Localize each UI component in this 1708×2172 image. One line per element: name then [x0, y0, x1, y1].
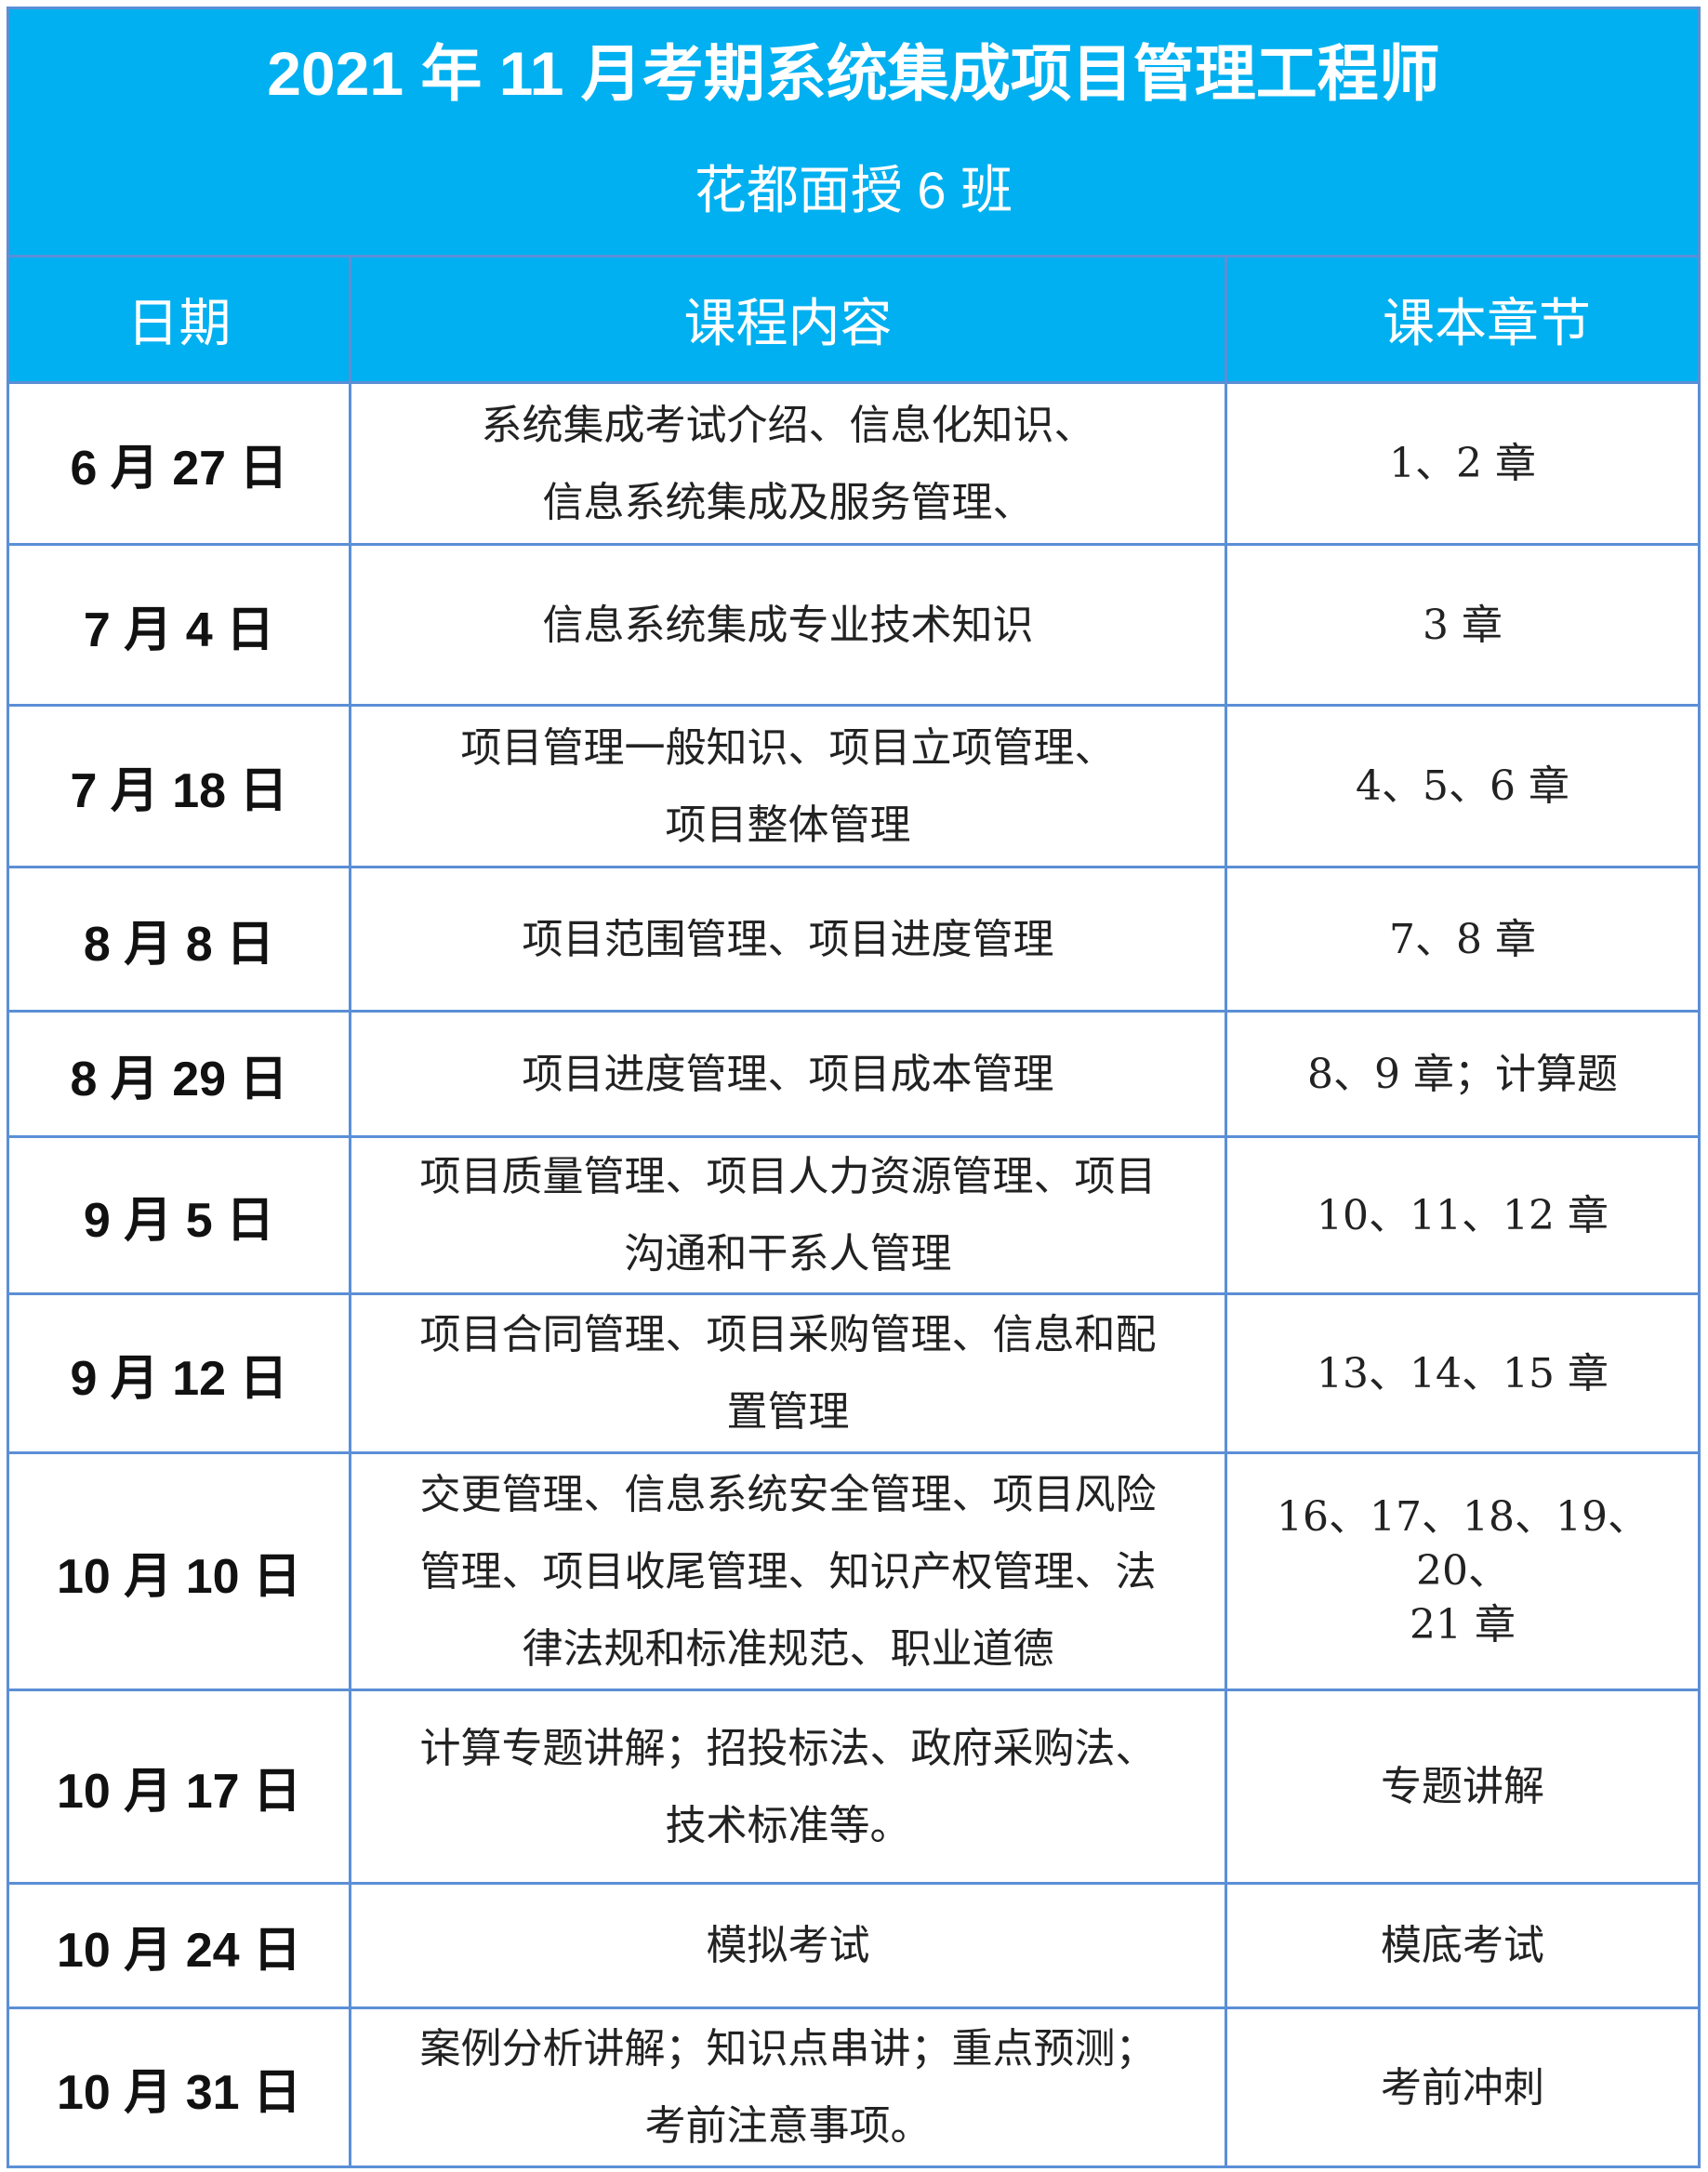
chapters-cell: 10、11、12 章: [1224, 1135, 1701, 1295]
date-cell: 10 月 10 日: [7, 1451, 351, 1691]
header-row: 日期 课程内容 课本章节: [7, 255, 1701, 384]
chapters-cell: 3 章: [1224, 543, 1701, 707]
table-row: 7 月 18 日项目管理一般知识、项目立项管理、 项目整体管理 4、5、6 章: [7, 704, 1701, 868]
schedule-table: 2021 年 11 月考期系统集成项目管理工程师 花都面授 6 班 日期 课程内…: [6, 7, 1701, 2168]
chapters-cell: 专题讲解: [1224, 1689, 1701, 1885]
page-title: 2021 年 11 月考期系统集成项目管理工程师: [267, 39, 1440, 108]
content-cell: 项目管理一般知识、项目立项管理、 项目整体管理: [349, 704, 1227, 868]
date-cell: 9 月 12 日: [7, 1292, 351, 1454]
date-cell: 8 月 8 日: [7, 866, 351, 1013]
chapters-cell: 13、14、15 章: [1224, 1292, 1701, 1454]
date-cell: 7 月 18 日: [7, 704, 351, 868]
table-row: 10 月 10 日交更管理、信息系统安全管理、项目风险 管理、项目收尾管理、知识…: [7, 1451, 1701, 1691]
date-cell: 6 月 27 日: [7, 381, 351, 546]
content-cell: 计算专题讲解；招投标法、政府采购法、 技术标准等。: [349, 1689, 1227, 1885]
table-row: 10 月 17 日计算专题讲解；招投标法、政府采购法、 技术标准等。 专题讲解: [7, 1689, 1701, 1885]
date-cell: 10 月 17 日: [7, 1689, 351, 1885]
content-cell: 模拟考试: [349, 1882, 1227, 2009]
chapters-cell: 8、9 章；计算题: [1224, 1010, 1701, 1138]
content-cell: 案例分析讲解；知识点串讲；重点预测； 考前注意事项。: [349, 2006, 1227, 2168]
page-subtitle: 花都面授 6 班: [694, 161, 1013, 219]
table-row: 10 月 24 日模拟考试 模底考试: [7, 1882, 1701, 2009]
table-row: 9 月 12 日项目合同管理、项目采购管理、信息和配 置管理 13、14、15 章: [7, 1292, 1701, 1454]
chapters-cell: 考前冲刺: [1224, 2006, 1701, 2168]
content-cell: 项目合同管理、项目采购管理、信息和配 置管理: [349, 1292, 1227, 1454]
chapters-cell: 1、2 章: [1224, 381, 1701, 546]
table-row: 10 月 31 日案例分析讲解；知识点串讲；重点预测； 考前注意事项。 考前冲刺: [7, 2006, 1701, 2168]
table-row: 6 月 27 日系统集成考试介绍、信息化知识、 信息系统集成及服务管理、 1、2 …: [7, 381, 1701, 546]
content-cell: 系统集成考试介绍、信息化知识、 信息系统集成及服务管理、: [349, 381, 1227, 546]
content-cell: 项目质量管理、项目人力资源管理、项目 沟通和干系人管理: [349, 1135, 1227, 1295]
content-cell: 项目进度管理、项目成本管理: [349, 1010, 1227, 1138]
date-cell: 7 月 4 日: [7, 543, 351, 707]
column-header-date: 日期: [7, 255, 351, 384]
date-cell: 8 月 29 日: [7, 1010, 351, 1138]
content-cell: 信息系统集成专业技术知识: [349, 543, 1227, 707]
table-row: 7 月 4 日信息系统集成专业技术知识 3 章: [7, 543, 1701, 707]
table-row: 8 月 8 日项目范围管理、项目进度管理 7、8 章: [7, 866, 1701, 1013]
table-row: 9 月 5 日项目质量管理、项目人力资源管理、项目 沟通和干系人管理 10、11、…: [7, 1135, 1701, 1295]
column-header-content: 课程内容: [349, 255, 1227, 384]
chapters-cell: 4、5、6 章: [1224, 704, 1701, 868]
table-row: 8 月 29 日项目进度管理、项目成本管理 8、9 章；计算题: [7, 1010, 1701, 1138]
column-header-chapters: 课本章节: [1224, 255, 1701, 384]
title-cell: 2021 年 11 月考期系统集成项目管理工程师 花都面授 6 班: [6, 7, 1701, 258]
date-cell: 10 月 24 日: [7, 1882, 351, 2009]
date-cell: 9 月 5 日: [7, 1135, 351, 1295]
chapters-cell: 16、17、18、19、20、 21 章: [1224, 1451, 1701, 1691]
chapters-cell: 7、8 章: [1224, 866, 1701, 1013]
chapters-cell: 模底考试: [1224, 1882, 1701, 2009]
content-cell: 项目范围管理、项目进度管理: [349, 866, 1227, 1013]
content-cell: 交更管理、信息系统安全管理、项目风险 管理、项目收尾管理、知识产权管理、法 律法…: [349, 1451, 1227, 1691]
date-cell: 10 月 31 日: [7, 2006, 351, 2168]
